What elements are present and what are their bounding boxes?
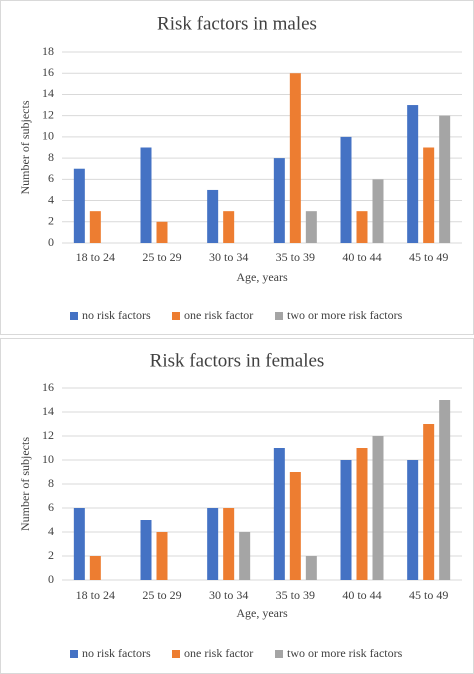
bar — [273, 448, 285, 580]
bar — [439, 115, 451, 243]
bar — [407, 105, 419, 243]
bar — [289, 472, 301, 580]
bar — [305, 211, 317, 243]
bar — [73, 168, 85, 243]
legend-label: no risk factors — [82, 646, 151, 660]
y-tick-label: 12 — [42, 107, 54, 121]
legend-label: one risk factor — [184, 646, 253, 660]
bar — [140, 520, 152, 580]
legend-swatch — [172, 312, 180, 320]
x-tick-label: 45 to 49 — [409, 588, 448, 602]
legend-label: two or more risk factors — [287, 308, 403, 322]
y-tick-label: 14 — [42, 86, 54, 100]
bar — [223, 211, 235, 243]
x-tick-label: 18 to 24 — [76, 588, 115, 602]
y-tick-label: 8 — [48, 150, 54, 164]
bar — [340, 460, 352, 580]
bar — [73, 508, 85, 580]
y-tick-label: 6 — [48, 171, 54, 185]
bar — [289, 73, 301, 243]
bar — [223, 508, 235, 580]
y-tick-label: 12 — [42, 428, 54, 442]
bar — [156, 532, 168, 580]
bar — [372, 436, 384, 580]
legend-label: two or more risk factors — [287, 646, 403, 660]
bar — [423, 147, 435, 243]
bar — [156, 221, 168, 243]
x-tick-label: 45 to 49 — [409, 250, 448, 264]
x-tick-label: 40 to 44 — [342, 250, 381, 264]
bar — [340, 136, 352, 243]
bar — [372, 179, 384, 243]
chart-title: Risk factors in females — [150, 350, 325, 371]
bar — [207, 189, 219, 243]
y-tick-label: 14 — [42, 404, 54, 418]
x-tick-label: 18 to 24 — [76, 250, 115, 264]
y-tick-label: 4 — [48, 524, 54, 538]
bar — [89, 211, 101, 243]
x-tick-label: 30 to 34 — [209, 588, 248, 602]
y-tick-label: 6 — [48, 500, 54, 514]
legend-label: one risk factor — [184, 308, 253, 322]
bar — [273, 158, 285, 243]
bar — [305, 556, 317, 580]
bar — [140, 147, 152, 243]
y-tick-label: 10 — [42, 129, 54, 143]
y-tick-label: 0 — [48, 572, 54, 586]
legend-swatch — [172, 650, 180, 658]
x-axis-label: Age, years — [236, 606, 288, 620]
y-tick-label: 2 — [48, 214, 54, 228]
bar — [207, 508, 219, 580]
chart-title: Risk factors in males — [157, 13, 317, 34]
x-tick-label: 25 to 29 — [142, 588, 181, 602]
y-tick-label: 18 — [42, 44, 54, 58]
x-axis-label: Age, years — [236, 270, 288, 284]
legend-swatch — [275, 650, 283, 658]
bar — [423, 424, 435, 580]
y-tick-label: 8 — [48, 476, 54, 490]
bar — [356, 448, 368, 580]
legend-swatch — [70, 312, 78, 320]
panel-border — [0, 0, 474, 335]
x-tick-label: 25 to 29 — [142, 250, 181, 264]
x-tick-label: 40 to 44 — [342, 588, 381, 602]
x-tick-label: 30 to 34 — [209, 250, 248, 264]
y-tick-label: 4 — [48, 192, 54, 206]
y-tick-label: 16 — [42, 65, 54, 79]
legend-swatch — [275, 312, 283, 320]
y-tick-label: 2 — [48, 548, 54, 562]
x-tick-label: 35 to 39 — [276, 250, 315, 264]
y-axis-label: Number of subjects — [18, 437, 32, 531]
x-tick-label: 35 to 39 — [276, 588, 315, 602]
bar — [439, 400, 451, 580]
y-tick-label: 0 — [48, 235, 54, 249]
bar — [239, 532, 251, 580]
bar — [356, 211, 368, 243]
bar — [89, 556, 101, 580]
y-tick-label: 10 — [42, 452, 54, 466]
legend-label: no risk factors — [82, 308, 151, 322]
y-axis-label: Number of subjects — [18, 100, 32, 194]
bar — [407, 460, 419, 580]
legend-swatch — [70, 650, 78, 658]
y-tick-label: 16 — [42, 380, 54, 394]
panel-border — [0, 338, 474, 674]
